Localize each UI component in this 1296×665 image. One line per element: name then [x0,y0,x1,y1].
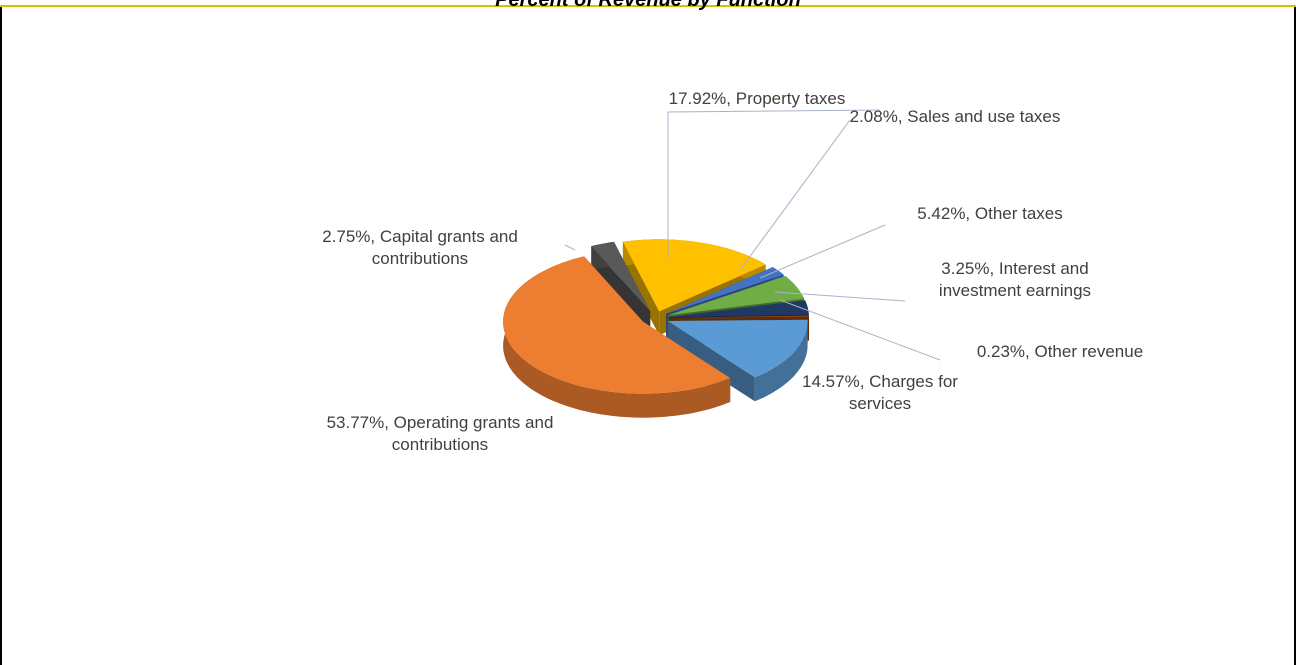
slice [666,267,784,314]
slice-side [591,246,651,336]
slice-side [503,256,731,418]
slice [669,315,809,318]
slice [503,256,731,394]
slice-side [754,319,808,402]
chart-title: Percent of Revenue by Function [495,0,801,11]
leader-line [779,299,941,361]
data-label: 0.23%, Other revenue [976,342,1144,361]
data-label: 2.75%, Capital grants and contributions [322,227,518,268]
data-label: 53.77%, Operating grants and contributio… [326,413,554,454]
leader-line [759,224,886,279]
slice [667,319,808,378]
slice [622,239,766,312]
data-label: 14.57%, Charges for services [802,372,958,413]
leader-line [774,291,906,302]
slice [668,300,809,318]
data-label: 3.25%, Interest and investment earnings [938,259,1092,300]
leader-line [564,244,576,251]
slice [591,241,651,312]
leader-line [667,109,881,258]
data-label: 17.92%, Property taxes [668,89,846,108]
data-label: 2.08%, Sales and use taxes [849,107,1061,126]
data-label: 5.42%, Other taxes [917,204,1063,223]
slice [667,276,804,316]
slice-side [667,321,755,402]
leader-line [739,119,851,271]
